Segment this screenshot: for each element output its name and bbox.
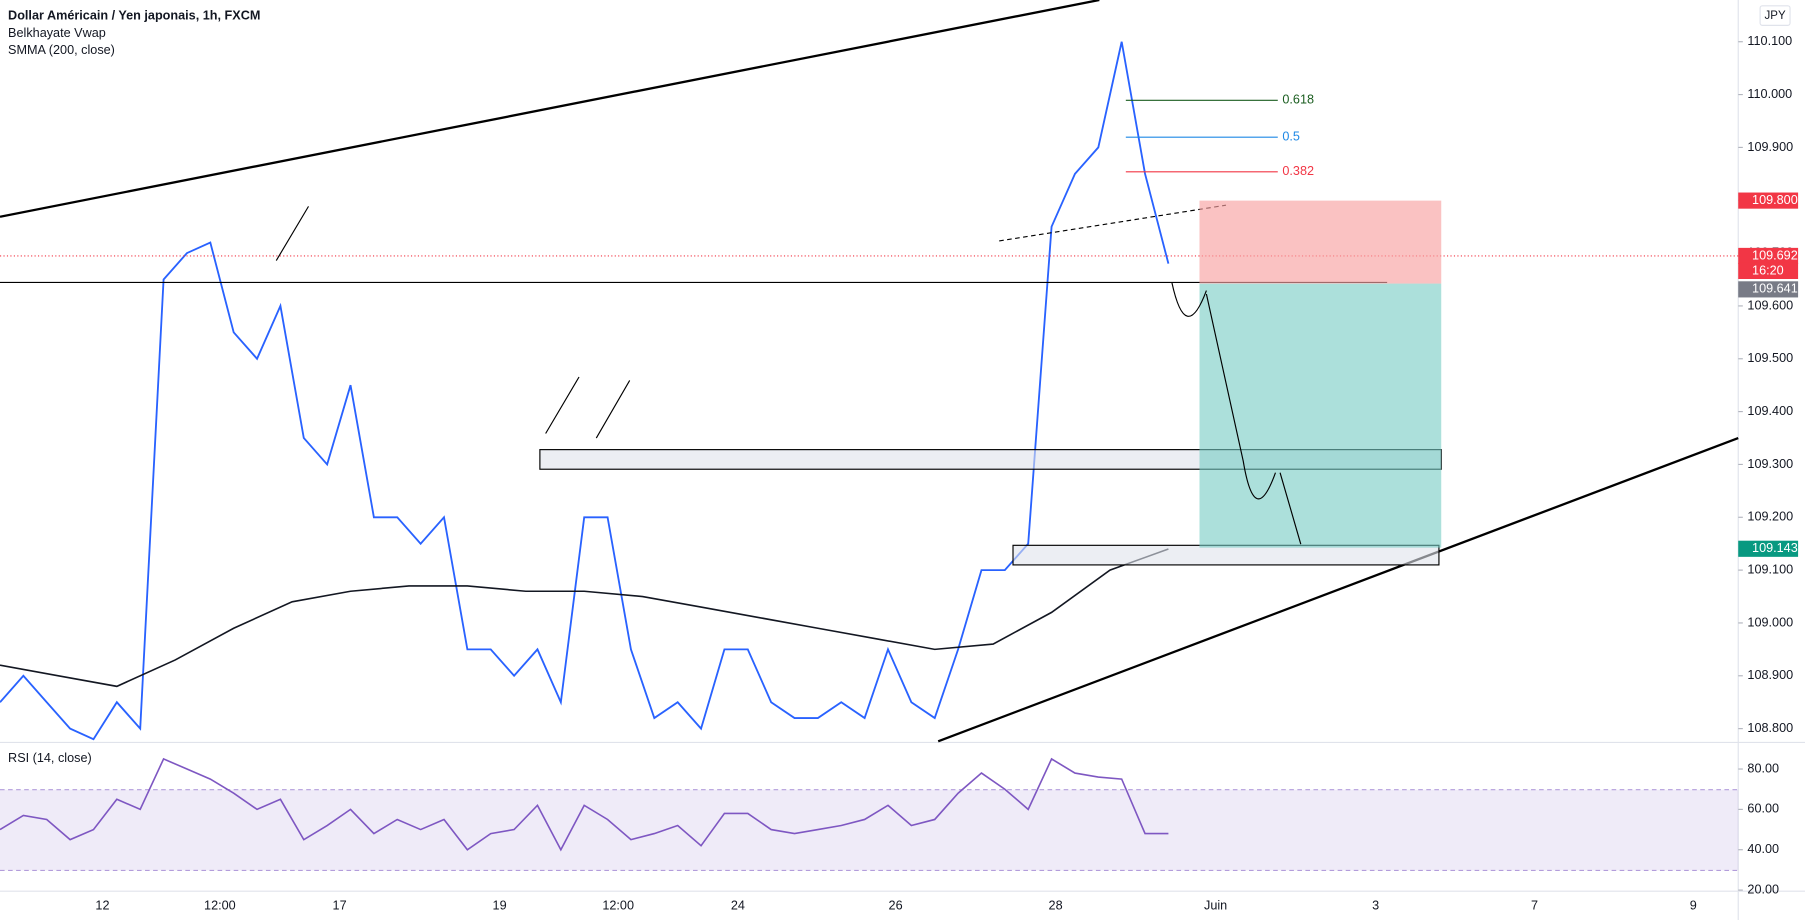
- price-tag: [1738, 540, 1799, 557]
- price-tag-label: 109.641: [1752, 282, 1798, 296]
- y-tick-label: 109.100: [1747, 562, 1793, 576]
- x-tick-label: 12:00: [204, 899, 236, 913]
- x-tick-label: 19: [493, 899, 507, 913]
- indicator-label[interactable]: SMMA (200, close): [8, 43, 115, 57]
- price-tag-label: 16:20: [1752, 263, 1784, 277]
- arrow: [275, 206, 631, 439]
- y-tick-label: 40.00: [1747, 842, 1779, 856]
- price-tag: [1738, 281, 1799, 298]
- y-tick-label: 109.500: [1747, 351, 1793, 365]
- y-tick-label: 109.000: [1747, 615, 1793, 629]
- trend-line: [937, 437, 1739, 743]
- currency-button[interactable]: [1759, 5, 1791, 26]
- x-tick-label: 9: [1690, 899, 1697, 913]
- rsi-title[interactable]: RSI (14, close): [8, 751, 92, 765]
- indicator-label[interactable]: Belkhayate Vwap: [8, 26, 106, 40]
- y-tick-label: 108.900: [1747, 668, 1793, 682]
- series-line: [0, 757, 1169, 852]
- target-zone: [1199, 283, 1442, 548]
- symbol-title[interactable]: Dollar Américain / Yen japonais, 1h, FXC…: [8, 8, 260, 22]
- drawings: [0, 0, 1739, 743]
- x-tick-label: 24: [731, 899, 745, 913]
- fib-label: 0.5: [1282, 130, 1300, 144]
- price-tag-label: 109.143: [1752, 541, 1798, 555]
- zone: [1012, 544, 1440, 566]
- plot-area: [0, 41, 1170, 852]
- y-tick-label: 110.000: [1747, 87, 1792, 101]
- x-tick-label: 3: [1372, 899, 1379, 913]
- trend-line: [0, 0, 1100, 218]
- price-tag: [1738, 262, 1799, 279]
- stop-zone: [1199, 200, 1442, 284]
- fib-label: 0.382: [1282, 164, 1314, 178]
- price-tag-label: 109.800: [1752, 193, 1798, 207]
- price-tag: [1738, 247, 1799, 265]
- price-tag-label: 109.692: [1752, 248, 1798, 262]
- y-tick-label: 109.600: [1747, 298, 1793, 312]
- price-tag: [1738, 192, 1799, 209]
- y-tick-label: 109.400: [1747, 404, 1793, 418]
- series-line: [0, 41, 1170, 741]
- x-tick-label: 26: [889, 899, 903, 913]
- series-line: [0, 548, 1169, 688]
- x-tick-label: Juin: [1204, 899, 1227, 913]
- currency-label[interactable]: JPY: [1765, 10, 1786, 22]
- y-tick-label: 60.00: [1747, 802, 1779, 816]
- x-tick-label: 7: [1531, 899, 1538, 913]
- y-tick-label: 109.900: [1747, 140, 1793, 154]
- y-tick-label: 110.100: [1747, 34, 1792, 48]
- x-tick-label: 28: [1049, 899, 1063, 913]
- y-tick-label: 109.300: [1747, 457, 1793, 471]
- x-tick-label: 12: [95, 899, 109, 913]
- fib-label: 0.618: [1282, 93, 1314, 107]
- y-tick-label: 108.800: [1747, 721, 1793, 735]
- rsi-band: [0, 789, 1739, 871]
- y-tick-label: 80.00: [1747, 761, 1779, 775]
- neckline: [999, 204, 1227, 242]
- x-tick-label: 17: [333, 899, 347, 913]
- x-tick-label: 12:00: [602, 899, 634, 913]
- y-tick-label: 109.200: [1747, 510, 1793, 524]
- projection-path: [1171, 282, 1302, 545]
- y-tick-label: 20.00: [1747, 882, 1779, 896]
